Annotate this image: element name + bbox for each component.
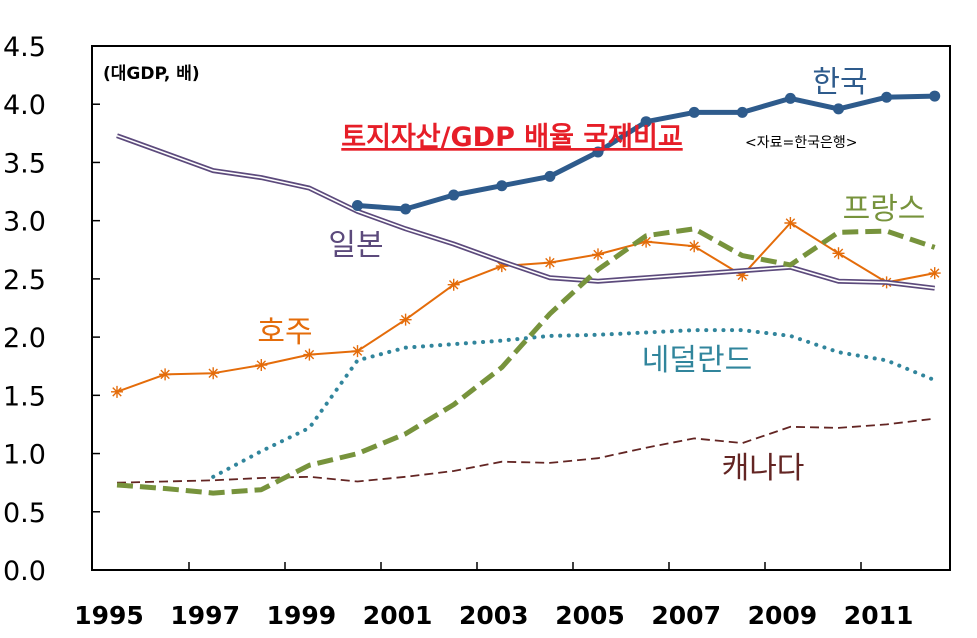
source-label: <자료=한국은행> — [745, 135, 857, 151]
chart-title: 토지자산/GDP 배율 국제비교 — [341, 122, 682, 153]
unit-label: (대GDP, 배) — [103, 64, 200, 84]
x-tick-label: 2001 — [363, 601, 433, 630]
y-tick-label: 0.0 — [3, 556, 46, 587]
series-korea-point — [544, 170, 556, 182]
y-tick-label: 4.5 — [3, 32, 46, 63]
series-label-australia: 호주 — [257, 315, 312, 350]
y-tick-label: 1.5 — [3, 381, 46, 412]
series-australia-point — [592, 248, 604, 261]
series-korea-point — [833, 103, 844, 115]
series-australia-point — [303, 348, 316, 361]
series-australia-point — [688, 240, 701, 253]
series-australia-point — [399, 313, 412, 326]
series-australia-point — [495, 260, 508, 273]
series-korea-point — [448, 189, 460, 201]
series-australia-point — [832, 247, 845, 260]
y-tick-label: 4.0 — [3, 90, 46, 121]
series-layer — [111, 90, 941, 496]
x-tick-label: 1995 — [74, 601, 144, 630]
series-australia-point — [640, 235, 653, 248]
y-tick-label: 3.0 — [3, 207, 46, 238]
series-label-france: 프랑스 — [843, 192, 926, 227]
series-canada-line — [116, 417, 935, 484]
x-tick-label: 2007 — [651, 601, 721, 630]
y-tick-label: 2.5 — [3, 265, 46, 296]
series-korea-point — [784, 92, 796, 104]
series-korea-point — [496, 180, 508, 192]
y-tick-label: 0.5 — [3, 498, 46, 529]
series-japan-line-inner — [116, 134, 935, 289]
x-tick-label: 1997 — [170, 601, 240, 630]
series-korea-point — [736, 106, 748, 118]
series-label-canada: 캐나다 — [722, 451, 805, 486]
x-tick-label: 2003 — [459, 601, 529, 630]
plot-frame — [91, 45, 951, 571]
series-australia-line — [116, 222, 935, 393]
y-tick-label: 3.5 — [3, 148, 46, 179]
series-korea-point — [929, 90, 941, 102]
x-tick-label: 2005 — [555, 601, 625, 630]
series-label-netherlands: 네덜란드 — [642, 343, 752, 378]
series-australia-point — [543, 256, 556, 269]
series-korea-point — [592, 146, 604, 158]
series-australia-point — [928, 267, 941, 280]
series-australia-point — [784, 216, 797, 229]
series-korea-point — [352, 200, 363, 212]
y-tick-label: 2.0 — [3, 323, 46, 354]
series-australia-point — [255, 359, 268, 372]
y-tick-label: 1.0 — [3, 440, 46, 471]
series-netherlands-line — [211, 328, 937, 479]
x-tick-label: 2009 — [748, 601, 818, 630]
series-korea-point — [688, 106, 700, 118]
x-axis-ticks: 1995 1997 1999 2001 2003 2005 2007 2009 2011 — [74, 562, 913, 630]
series-australia-point — [447, 278, 460, 291]
x-tick-label: 2011 — [844, 601, 914, 630]
series-australia-point — [736, 269, 749, 282]
series-australia-point — [207, 367, 220, 380]
y-axis-ticks: 0.0 0.5 1.0 1.5 2.0 2.5 3.0 3.5 4.0 4.5 — [3, 32, 100, 587]
series-label-japan: 일본 — [328, 228, 383, 263]
x-tick-label: 1999 — [267, 601, 337, 630]
series-australia-point — [351, 345, 364, 358]
series-korea-point — [400, 203, 412, 215]
series-australia-point — [111, 385, 123, 398]
series-label-korea: 한국 — [812, 65, 867, 100]
series-korea-point — [640, 116, 652, 128]
series-korea-point — [881, 91, 893, 103]
series-australia-point — [159, 368, 172, 381]
